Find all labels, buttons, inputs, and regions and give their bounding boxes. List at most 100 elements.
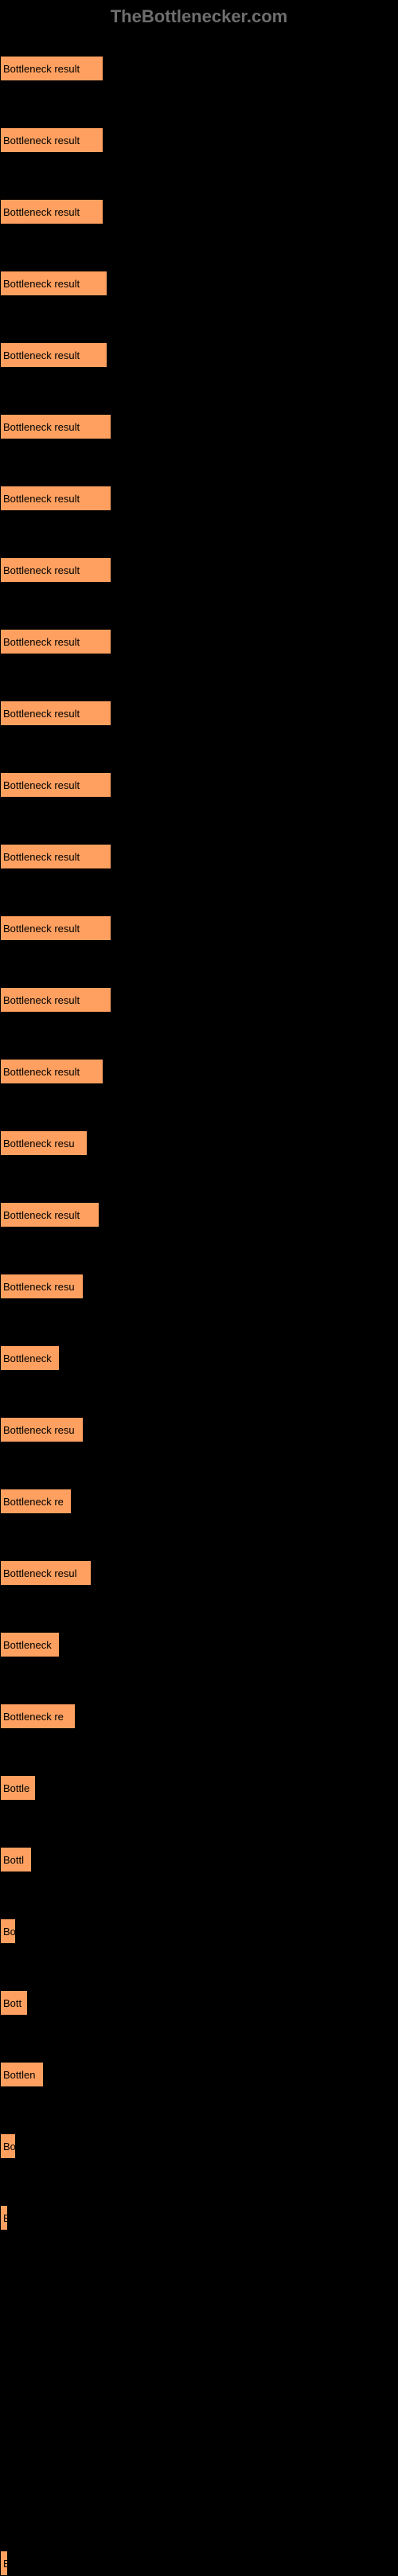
footer-bar-row: B xyxy=(0,2551,398,2576)
bar-label: Bottleneck result xyxy=(3,1066,80,1078)
bar: Bottleneck result xyxy=(0,199,103,224)
bar-row: Bottleneck result xyxy=(0,538,398,600)
bar: Bott xyxy=(0,1990,28,2016)
bar-label: Bottleneck result xyxy=(3,206,80,218)
bar-row: Bott xyxy=(0,1971,398,2033)
bar-label: Bottleneck result xyxy=(3,421,80,433)
footer-bar: B xyxy=(0,2551,8,2576)
bar-row: Bottleneck result xyxy=(0,37,398,99)
bar: Bottleneck result xyxy=(0,629,111,654)
bar: Bottl xyxy=(0,1847,32,1872)
bar: Bottleneck result xyxy=(0,56,103,81)
bar-label: Bottle xyxy=(3,1782,29,1794)
bar-label: Bottleneck result xyxy=(3,63,80,75)
bar-row: Bottleneck resu xyxy=(0,1398,398,1460)
bar-label: Bottlen xyxy=(3,2069,35,2081)
bar-label: Bottleneck result xyxy=(3,135,80,146)
bar-label: Bottleneck resu xyxy=(3,1138,75,1149)
bar-label: Bottleneck xyxy=(3,1352,52,1364)
bar-row: Bottlen xyxy=(0,2043,398,2105)
bar-label: Bottleneck re xyxy=(3,1496,64,1508)
bar-label: Bottleneck resu xyxy=(3,1424,75,1436)
bar-row: Bo xyxy=(0,1899,398,1961)
bar: Bo xyxy=(0,1918,16,1944)
bar-label: Bo xyxy=(3,1926,16,1938)
bar: Bottleneck result xyxy=(0,844,111,869)
bar-row: Bottleneck result xyxy=(0,466,398,529)
bar: Bottleneck result xyxy=(0,127,103,153)
bar-row: Bo xyxy=(0,2114,398,2176)
bar-row: Bottl xyxy=(0,1828,398,1890)
bar: Bottleneck result xyxy=(0,557,111,583)
bar-row: Bottleneck re xyxy=(0,1469,398,1532)
bar-label: Bottleneck result xyxy=(3,564,80,576)
bar-row: Bottleneck resul xyxy=(0,1541,398,1603)
bar: Bottleneck resu xyxy=(0,1130,88,1156)
bar-row: Bottleneck result xyxy=(0,681,398,744)
bar-row: Bottleneck xyxy=(0,1326,398,1388)
bar-row: Bottleneck result xyxy=(0,1183,398,1245)
bar: Bottleneck result xyxy=(0,915,111,941)
bar-label: Bottleneck result xyxy=(3,851,80,863)
bar: Bottleneck result xyxy=(0,772,111,798)
bar: Bottleneck result xyxy=(0,342,107,368)
site-title: TheBottlenecker.com xyxy=(111,6,288,26)
bar: Bo xyxy=(0,2133,16,2159)
bar-row: Bottleneck result xyxy=(0,968,398,1030)
bar-row: Bottleneck result xyxy=(0,825,398,887)
bars-container: Bottleneck result Bottleneck result Bottle… xyxy=(0,37,398,2248)
bar-row: Bottleneck result xyxy=(0,180,398,242)
bar-row: Bottleneck result xyxy=(0,252,398,314)
bar: Bottleneck result xyxy=(0,486,111,511)
bar-label: Bottleneck result xyxy=(3,278,80,290)
bar: Bottleneck resul xyxy=(0,1560,92,1586)
bar-label: Bottleneck result xyxy=(3,636,80,648)
bar-label: Bottleneck result xyxy=(3,493,80,505)
bar-row: Bottleneck resu xyxy=(0,1111,398,1173)
bar-label: Bottleneck re xyxy=(3,1711,64,1723)
bar: Bottleneck resu xyxy=(0,1417,84,1442)
bar: Bottleneck result xyxy=(0,414,111,439)
bar-label: Bottl xyxy=(3,1854,24,1866)
bar-label: Bottleneck result xyxy=(3,1209,80,1221)
bar: Bottleneck result xyxy=(0,987,111,1013)
bar-label: B xyxy=(3,2212,8,2224)
bar-label: Bottleneck xyxy=(3,1639,52,1651)
bar: Bottle xyxy=(0,1775,36,1801)
footer-bar-label: B xyxy=(3,2558,8,2570)
bar-row: Bottleneck resu xyxy=(0,1255,398,1317)
bar-row: Bottleneck result xyxy=(0,1040,398,1102)
bar-row: Bottleneck xyxy=(0,1613,398,1675)
bar: Bottleneck re xyxy=(0,1704,76,1729)
site-header: TheBottlenecker.com xyxy=(0,0,398,37)
bar-row: Bottleneck result xyxy=(0,610,398,672)
bar: Bottleneck result xyxy=(0,271,107,296)
bar-row: Bottleneck result xyxy=(0,108,398,170)
bar: Bottleneck result xyxy=(0,1202,100,1228)
bar: Bottleneck re xyxy=(0,1489,72,1514)
bottleneck-chart: Bottleneck result Bottleneck result Bottle… xyxy=(0,37,398,2576)
bar-label: Bottleneck resu xyxy=(3,1281,75,1293)
bar-row: B xyxy=(0,2186,398,2248)
bar: Bottleneck result xyxy=(0,1059,103,1084)
bar-label: Bo xyxy=(3,2141,16,2153)
bar-label: Bott xyxy=(3,1997,21,2009)
bar: Bottlen xyxy=(0,2062,44,2087)
bar: Bottleneck xyxy=(0,1632,60,1657)
bar-label: Bottleneck result xyxy=(3,994,80,1006)
bar: Bottleneck result xyxy=(0,701,111,726)
bar-label: Bottleneck resul xyxy=(3,1567,77,1579)
bar-label: Bottleneck result xyxy=(3,923,80,935)
bar: Bottleneck xyxy=(0,1345,60,1371)
bar-row: Bottleneck re xyxy=(0,1684,398,1747)
bar-row: Bottleneck result xyxy=(0,323,398,385)
bar-label: Bottleneck result xyxy=(3,779,80,791)
bar-row: Bottleneck result xyxy=(0,753,398,815)
bar-label: Bottleneck result xyxy=(3,708,80,720)
bar-label: Bottleneck result xyxy=(3,349,80,361)
bar-row: Bottleneck result xyxy=(0,896,398,958)
bar-row: Bottleneck result xyxy=(0,395,398,457)
bar: B xyxy=(0,2205,8,2231)
bar-row: Bottle xyxy=(0,1756,398,1818)
bar: Bottleneck resu xyxy=(0,1274,84,1299)
